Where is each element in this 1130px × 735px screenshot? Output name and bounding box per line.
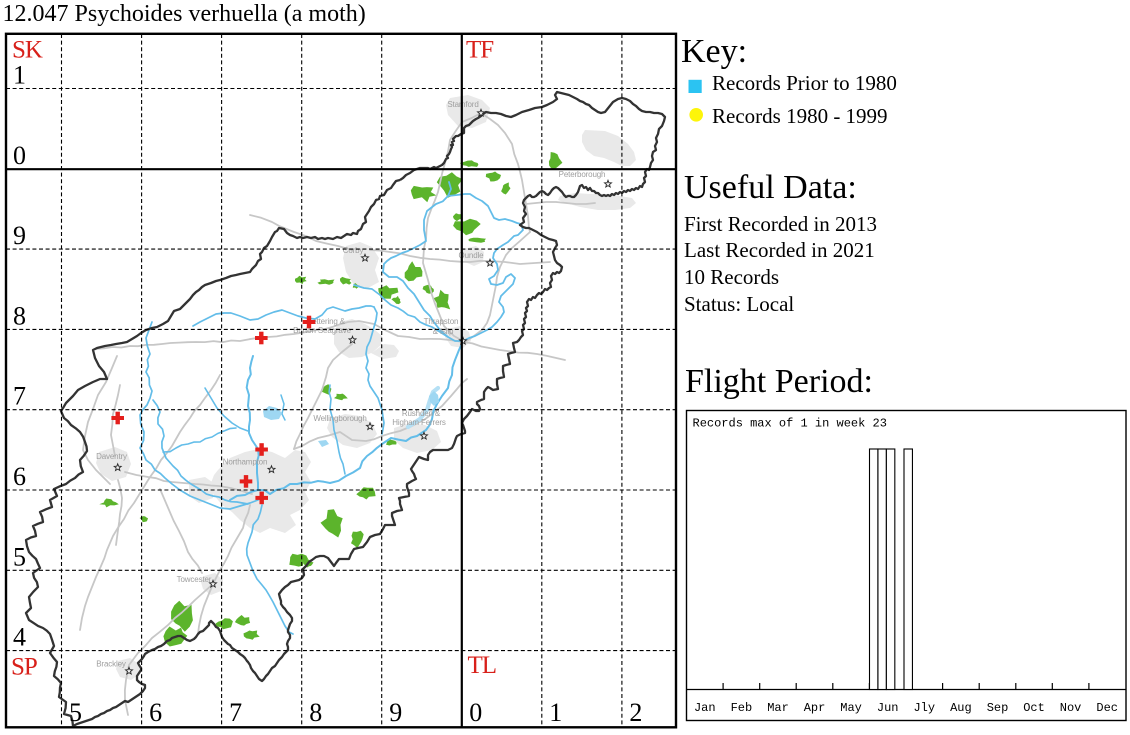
svg-text:TF: TF bbox=[466, 37, 493, 64]
svg-text:Rushden &: Rushden & bbox=[402, 409, 441, 418]
svg-text:Aug: Aug bbox=[950, 701, 972, 715]
svg-text:Towcester: Towcester bbox=[177, 575, 212, 584]
svg-text:Records max of 1 in week 23: Records max of 1 in week 23 bbox=[693, 417, 887, 431]
svg-text:1: 1 bbox=[13, 61, 26, 90]
svg-text:Dec: Dec bbox=[1096, 701, 1118, 715]
svg-text:Jan: Jan bbox=[694, 701, 716, 715]
svg-text:Oct: Oct bbox=[1023, 701, 1045, 715]
svg-text:Corby: Corby bbox=[343, 246, 364, 255]
svg-text:Nov: Nov bbox=[1060, 701, 1082, 715]
svg-text:Feb: Feb bbox=[731, 701, 753, 715]
svg-text:7: 7 bbox=[13, 382, 26, 411]
svg-text:Kettering &: Kettering & bbox=[307, 317, 346, 326]
svg-text:6: 6 bbox=[149, 698, 162, 727]
svg-text:9: 9 bbox=[13, 221, 26, 250]
svg-text:Wellingborough: Wellingborough bbox=[313, 414, 366, 423]
svg-text:Thrapston: Thrapston bbox=[424, 317, 459, 326]
svg-text:Brackley: Brackley bbox=[96, 660, 126, 669]
svg-text:1: 1 bbox=[549, 698, 562, 727]
svg-text:Jly: Jly bbox=[913, 701, 935, 715]
svg-text:Apr: Apr bbox=[804, 701, 826, 715]
svg-text:TL: TL bbox=[468, 652, 497, 679]
svg-text:Oundle: Oundle bbox=[459, 251, 485, 260]
svg-text:& Islip: & Islip bbox=[433, 327, 454, 336]
svg-text:4: 4 bbox=[13, 623, 26, 652]
svg-text:Jun: Jun bbox=[877, 701, 899, 715]
svg-text:Burton Seagrave: Burton Seagrave bbox=[293, 326, 351, 335]
svg-text:0: 0 bbox=[469, 698, 482, 727]
svg-text:9: 9 bbox=[389, 698, 402, 727]
svg-text:8: 8 bbox=[13, 301, 26, 330]
svg-text:May: May bbox=[840, 701, 862, 715]
svg-text:6: 6 bbox=[13, 462, 26, 491]
svg-text:2: 2 bbox=[629, 698, 642, 727]
svg-text:Daventry: Daventry bbox=[96, 452, 127, 461]
svg-text:5: 5 bbox=[69, 698, 82, 727]
svg-text:Mar: Mar bbox=[767, 701, 789, 715]
svg-text:Peterborough: Peterborough bbox=[559, 170, 606, 179]
svg-text:5: 5 bbox=[13, 542, 26, 571]
svg-text:0: 0 bbox=[13, 141, 26, 170]
svg-text:Northampton: Northampton bbox=[223, 458, 268, 467]
svg-text:SP: SP bbox=[11, 654, 37, 681]
svg-text:SK: SK bbox=[12, 37, 43, 64]
svg-text:Higham Ferrers: Higham Ferrers bbox=[392, 418, 446, 427]
svg-text:Sep: Sep bbox=[987, 701, 1009, 715]
svg-text:8: 8 bbox=[309, 698, 322, 727]
svg-text:Stamford: Stamford bbox=[447, 100, 478, 109]
svg-text:7: 7 bbox=[229, 698, 242, 727]
